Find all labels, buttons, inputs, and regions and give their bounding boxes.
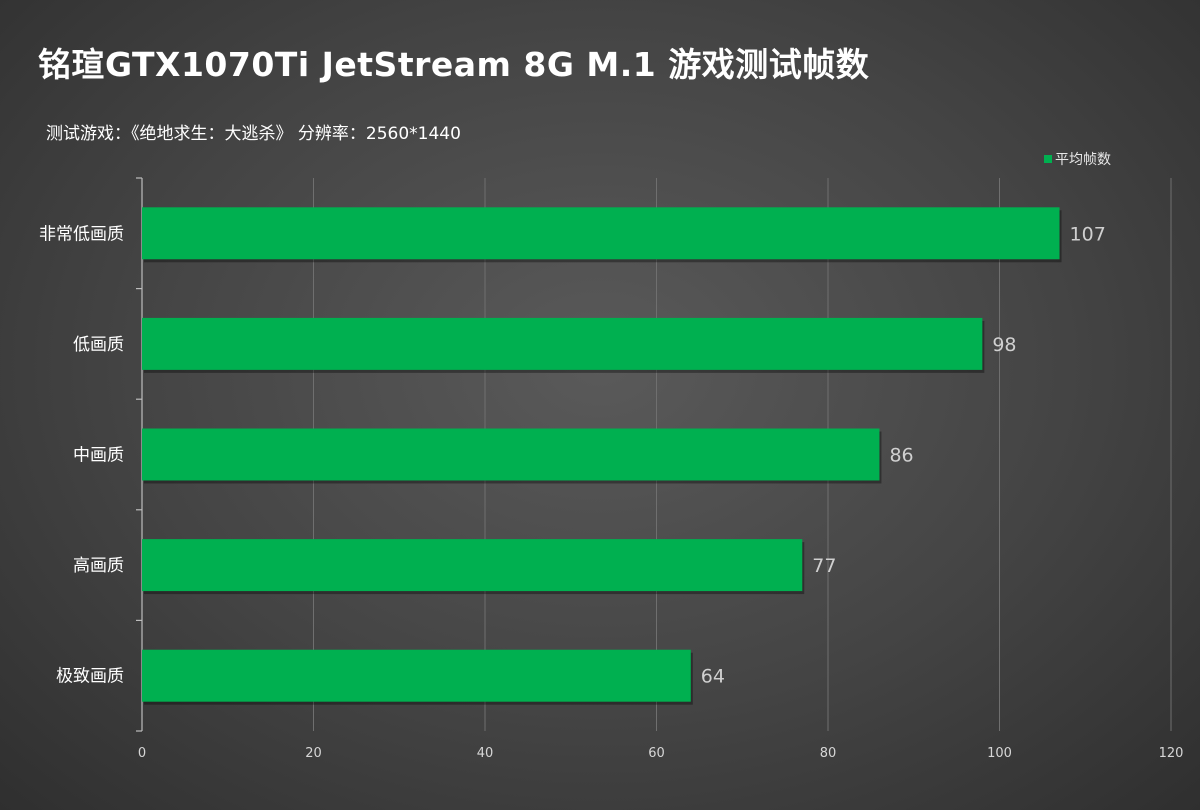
bar-5: [142, 649, 691, 702]
chart-subtitle: 测试游戏：《绝地求生：大逃杀》 分辨率：2560*1440: [46, 124, 461, 144]
x-tick-label: 0: [138, 746, 146, 761]
bar-2: [142, 317, 983, 370]
bar-3: [142, 428, 880, 481]
x-tick-label: 20: [305, 746, 322, 761]
data-labels: 107 98 86 77 64: [701, 223, 1106, 687]
legend: 平均帧数: [1044, 152, 1111, 168]
y-axis: [136, 177, 143, 732]
category-label: 中画质: [73, 446, 124, 466]
data-label: 77: [812, 555, 836, 577]
data-label: 107: [1070, 223, 1106, 245]
x-tick-label: 120: [1159, 746, 1184, 761]
category-label: 非常低画质: [39, 224, 124, 244]
legend-label: 平均帧数: [1055, 152, 1111, 168]
x-tick-label: 100: [987, 746, 1012, 761]
bars: [142, 207, 1062, 705]
x-tick-label: 40: [477, 746, 494, 761]
x-tick-label: 60: [648, 746, 665, 761]
bar-4: [142, 539, 803, 592]
legend-swatch: [1044, 155, 1052, 163]
data-label: 64: [701, 666, 725, 688]
data-label: 86: [889, 445, 913, 467]
bar-1: [142, 207, 1060, 260]
x-tick-labels: 0 20 40 60 80 100 120: [138, 746, 1184, 761]
category-label: 高画质: [73, 556, 124, 576]
x-tick-label: 80: [820, 746, 837, 761]
category-label: 低画质: [73, 335, 124, 355]
data-label: 98: [992, 334, 1016, 356]
category-label: 极致画质: [56, 667, 124, 687]
chart-title: 铭瑄GTX1070Ti JetStream 8G M.1 游戏测试帧数: [38, 45, 870, 84]
